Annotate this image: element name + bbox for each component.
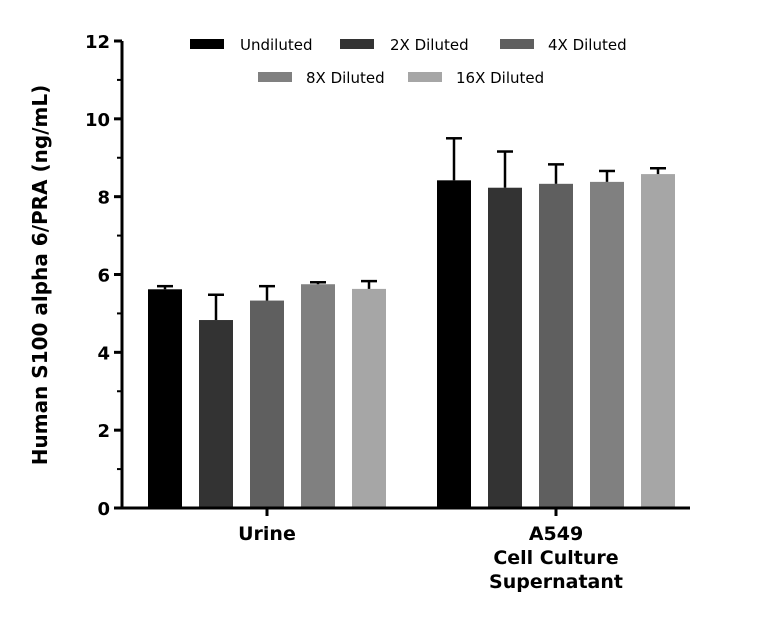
bar [488, 187, 522, 509]
y-tick-label: 2 [97, 421, 110, 442]
y-axis: 0 2 4 6 8 10 12 [85, 32, 124, 520]
legend-swatch [340, 39, 374, 49]
bar [437, 180, 471, 509]
bar [352, 288, 386, 508]
legend-label: Undiluted [240, 36, 312, 54]
legend-label: 4X Diluted [548, 36, 627, 54]
legend-label: 2X Diluted [390, 36, 469, 54]
y-tick-label: 8 [97, 188, 110, 209]
bars-group [148, 137, 675, 509]
bar [539, 183, 573, 509]
legend-swatch [408, 72, 442, 82]
x-tick-label: Cell Culture [493, 547, 618, 569]
legend-label: 16X Diluted [456, 69, 544, 87]
y-tick-label: 0 [97, 499, 110, 520]
bar [250, 300, 284, 508]
legend-label: 8X Diluted [306, 69, 385, 87]
y-axis-label: Human S100 alpha 6/PRA (ng/mL) [28, 85, 52, 465]
bar [590, 181, 624, 508]
bar [199, 320, 233, 508]
bar [148, 289, 182, 508]
x-tick-label: Urine [238, 523, 296, 545]
y-tick-label: 6 [97, 266, 110, 287]
bar [641, 174, 675, 508]
legend-swatch [500, 39, 534, 49]
y-tick-label: 4 [97, 343, 110, 364]
y-tick-label: 12 [85, 32, 110, 53]
legend: Undiluted 2X Diluted 4X Diluted 8X Diluted 1… [190, 36, 627, 87]
legend-swatch [258, 72, 292, 82]
x-tick-label: Supernatant [489, 571, 623, 593]
bar [301, 284, 335, 508]
y-tick-label: 10 [85, 110, 110, 131]
legend-swatch [190, 39, 224, 49]
x-tick-label: A549 [529, 523, 583, 545]
